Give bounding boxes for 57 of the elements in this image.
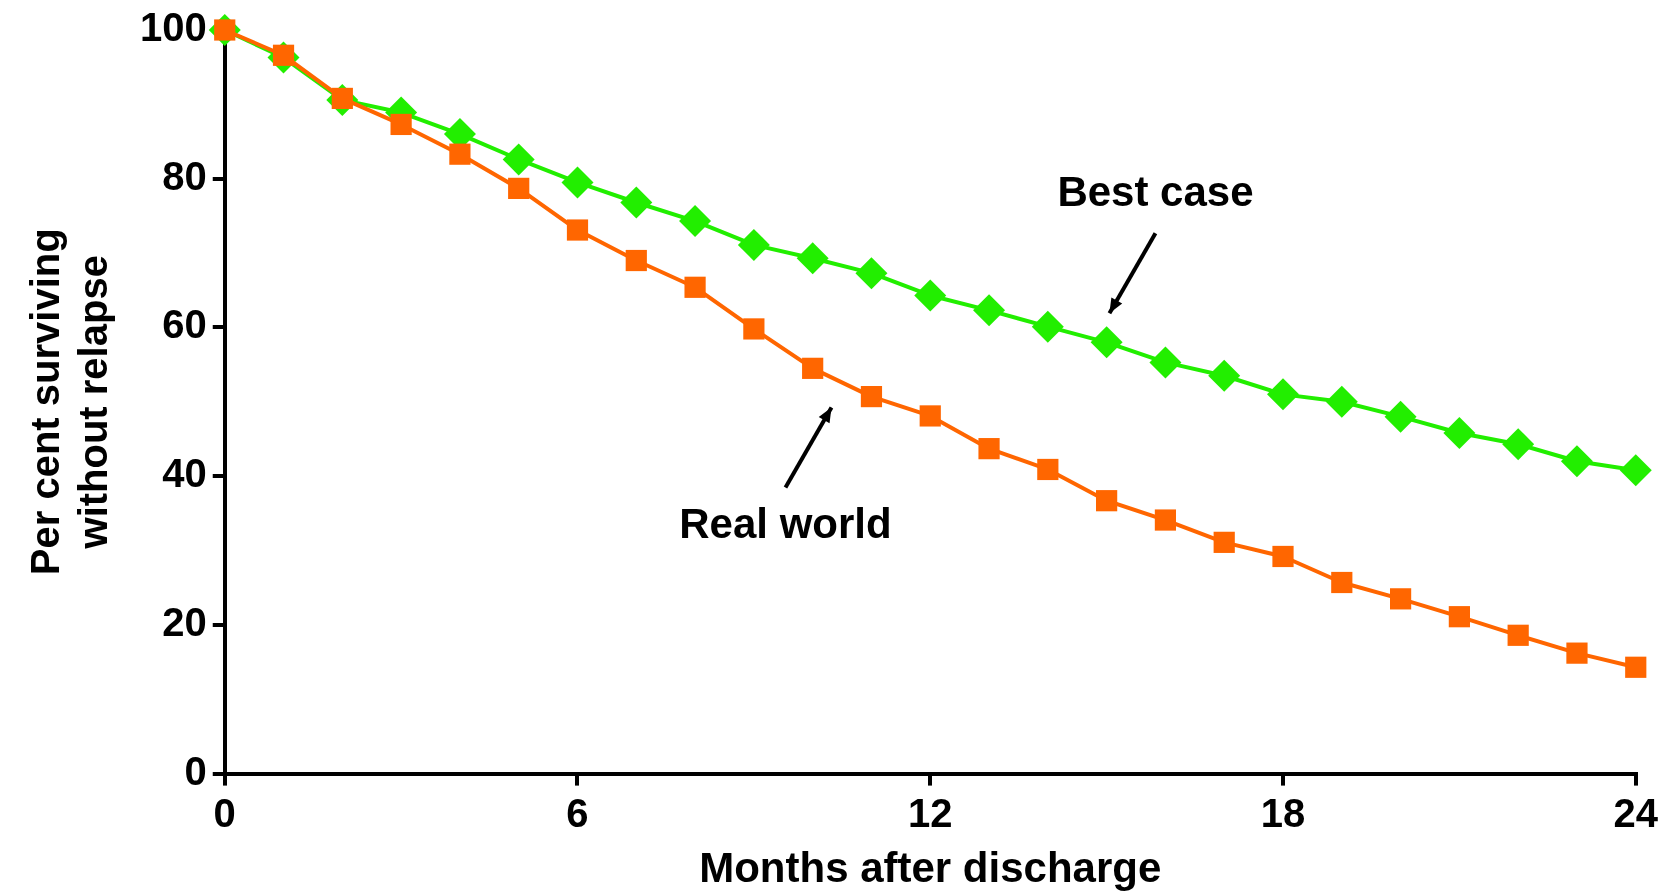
point (1331, 571, 1353, 594)
point (737, 228, 770, 261)
y-tick-label: 100 (139, 5, 207, 50)
point (1502, 428, 1535, 461)
point (855, 257, 888, 290)
point (1208, 359, 1241, 392)
point (561, 166, 594, 199)
point (1267, 378, 1299, 411)
x-tick-label: 24 (1613, 790, 1659, 835)
point (502, 143, 535, 176)
point (1448, 606, 1470, 628)
point (684, 276, 706, 298)
y-tick-label: 40 (162, 451, 207, 496)
point (566, 219, 589, 241)
x-tick-label: 12 (908, 790, 953, 835)
point (1272, 545, 1294, 568)
point (796, 242, 829, 275)
point (1037, 458, 1059, 481)
point (743, 318, 765, 340)
x-axis-title: Months after discharge (699, 844, 1162, 892)
point (1560, 445, 1593, 478)
point (1213, 531, 1235, 553)
text: Best case (1057, 167, 1254, 215)
point (1619, 454, 1652, 487)
point (1507, 624, 1529, 646)
y-tick-label: 20 (162, 599, 207, 644)
point (1389, 588, 1412, 610)
point (625, 249, 647, 272)
point (978, 438, 1000, 460)
point (1625, 656, 1647, 678)
point (860, 385, 883, 408)
point (1443, 417, 1476, 450)
point (1154, 509, 1177, 531)
point (1096, 490, 1118, 512)
y-axis-title: Per cent surviving without relapse (23, 228, 116, 576)
point (508, 177, 530, 199)
point (914, 279, 947, 312)
y-tick-label: 0 (184, 748, 207, 793)
point (919, 405, 941, 427)
y-tick-label: 60 (162, 302, 207, 347)
point (1325, 385, 1358, 418)
x-tick-label: 6 (566, 790, 589, 835)
x-tick-label: 0 (213, 790, 236, 835)
point (1384, 400, 1417, 433)
point (1090, 326, 1123, 359)
point (1031, 310, 1064, 343)
point (449, 143, 471, 165)
point (973, 294, 1006, 327)
point (679, 205, 712, 238)
point (1566, 642, 1588, 664)
x-tick-label: 18 (1260, 790, 1306, 835)
point (1149, 346, 1182, 379)
point (620, 186, 653, 219)
point (390, 113, 412, 136)
series-label: Real world (679, 499, 892, 547)
point (802, 357, 824, 379)
y-tick-label: 80 (162, 153, 207, 198)
